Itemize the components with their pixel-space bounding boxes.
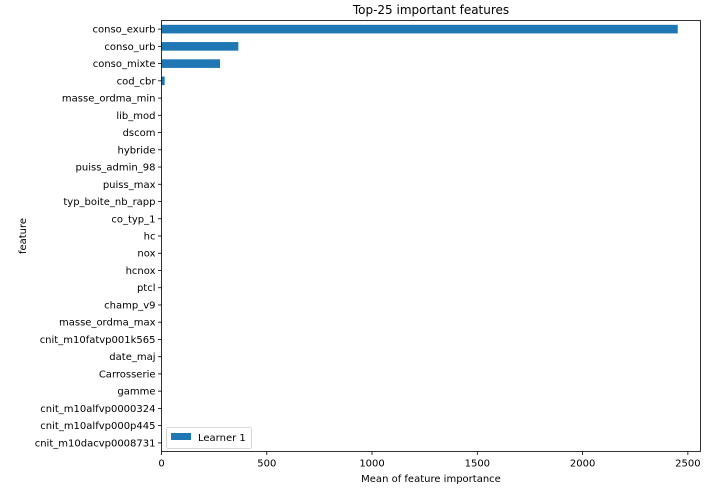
y-tick-label: co_typ_1 (111, 214, 155, 225)
chart-title: Top-25 important features (352, 3, 509, 17)
bar-cod_cbr (161, 76, 165, 86)
y-tick-label: nox (137, 249, 155, 260)
y-tick-label: conso_exurb (93, 25, 156, 36)
x-tick-label: 2000 (570, 459, 595, 470)
y-tick-label: dscom (123, 128, 156, 139)
y-tick-label: Carrosserie (99, 369, 156, 380)
y-tick-label: puiss_admin_98 (76, 163, 156, 174)
y-tick-label: hc (144, 232, 156, 243)
y-tick-label: masse_ordma_max (59, 318, 156, 329)
y-tick-label: conso_urb (104, 42, 155, 53)
y-tick-label: cnit_m10alfvp000p445 (40, 421, 155, 432)
x-ticks: 0 500 1000 1500 2000 2500 (158, 451, 701, 470)
legend-box (166, 427, 252, 449)
y-tick-label: cnit_m10fatvp001k565 (40, 335, 156, 346)
y-tick-label: conso_mixte (93, 59, 156, 70)
y-tick-label: hybride (118, 145, 156, 156)
y-tick-label: date_maj (109, 352, 155, 363)
bar-conso_mixte (161, 59, 221, 68)
y-tick-label: masse_ordma_min (62, 94, 156, 105)
y-tick-label: hcnox (126, 266, 156, 277)
x-axis-title: Mean of feature importance (361, 474, 501, 485)
y-tick-label: cnit_m10alfvp0000324 (40, 404, 155, 415)
x-tick-label: 1500 (465, 459, 490, 470)
x-tick-label: 2500 (675, 459, 700, 470)
legend-label: Learner 1 (198, 433, 246, 444)
x-tick-label: 1000 (359, 459, 384, 470)
y-tick-labels: conso_exurb conso_urb conso_mixte cod_cbrma… (35, 25, 162, 449)
bar-conso_urb (161, 42, 239, 51)
legend-swatch (171, 433, 191, 440)
y-tick-label: cod_cbr (117, 76, 157, 87)
y-tick-label: champ_v9 (104, 300, 155, 311)
y-tick-label: lib_mod (116, 111, 155, 122)
bar-conso_exurb (161, 24, 678, 34)
y-axis-title: feature (18, 218, 29, 254)
y-tick-label: ptcl (137, 283, 156, 294)
legend: Learner 1 (166, 427, 252, 449)
x-tick-label: 500 (257, 459, 276, 470)
y-tick-label: typ_boite_nb_rapp (63, 197, 155, 208)
y-tick-label: cnit_m10dacvp0008731 (35, 438, 156, 449)
y-tick-label: gamme (117, 387, 155, 398)
y-tick-label: puiss_max (103, 180, 156, 191)
x-tick-label: 0 (158, 459, 164, 470)
